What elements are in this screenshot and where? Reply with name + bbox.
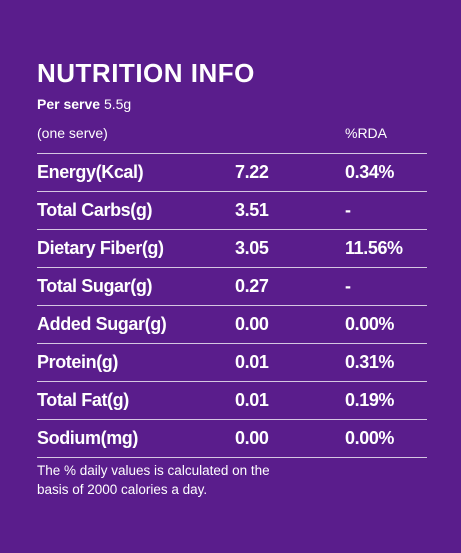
row-label: Added Sugar(g) <box>37 314 167 334</box>
cell-value: 3.05 <box>235 238 269 258</box>
divider <box>37 153 427 154</box>
cell-value: 0.27 <box>235 276 269 296</box>
cell-value: 0.00% <box>345 428 395 448</box>
row-label: Protein(g) <box>37 352 118 372</box>
row-label: Sodium(mg) <box>37 428 138 448</box>
row-label: Total Sugar(g) <box>37 276 153 296</box>
row-label: Energy(Kcal) <box>37 162 144 182</box>
divider <box>37 343 427 344</box>
cell-value: 3.51 <box>235 200 269 220</box>
divider <box>37 191 427 192</box>
per-serve-label: Per serve <box>37 96 101 112</box>
cell-value: 0.31% <box>345 352 395 372</box>
cell-value: 0.19% <box>345 390 395 410</box>
cell-value: 0.01 <box>235 390 269 410</box>
divider <box>37 267 427 268</box>
cell-value: 11.56% <box>345 238 403 258</box>
row-label: Total Fat(g) <box>37 390 129 410</box>
cell-value: 0.34% <box>345 162 395 182</box>
title: NUTRITION INFO <box>37 58 255 88</box>
cell-value: 0.00 <box>235 314 269 334</box>
row-label: Dietary Fiber(g) <box>37 238 164 258</box>
column-header: (one serve) <box>37 125 108 141</box>
footnote: basis of 2000 calories a day. <box>37 482 208 497</box>
divider <box>37 305 427 306</box>
per-serve: Per serve 5.5g <box>37 96 131 112</box>
column-header: %RDA <box>345 125 388 141</box>
divider <box>37 229 427 230</box>
cell-value: 0.01 <box>235 352 269 372</box>
cell-value: 0.00 <box>235 428 269 448</box>
per-serve-value: 5.5g <box>103 96 132 112</box>
cell-value: - <box>345 276 351 296</box>
cell-value: 0.00% <box>345 314 395 334</box>
footnote: The % daily values is calculated on the <box>37 463 270 478</box>
divider <box>37 419 427 420</box>
row-label: Total Carbs(g) <box>37 200 153 220</box>
cell-value: 7.22 <box>235 162 269 182</box>
divider <box>37 381 427 382</box>
divider <box>37 457 427 458</box>
cell-value: - <box>345 200 351 220</box>
